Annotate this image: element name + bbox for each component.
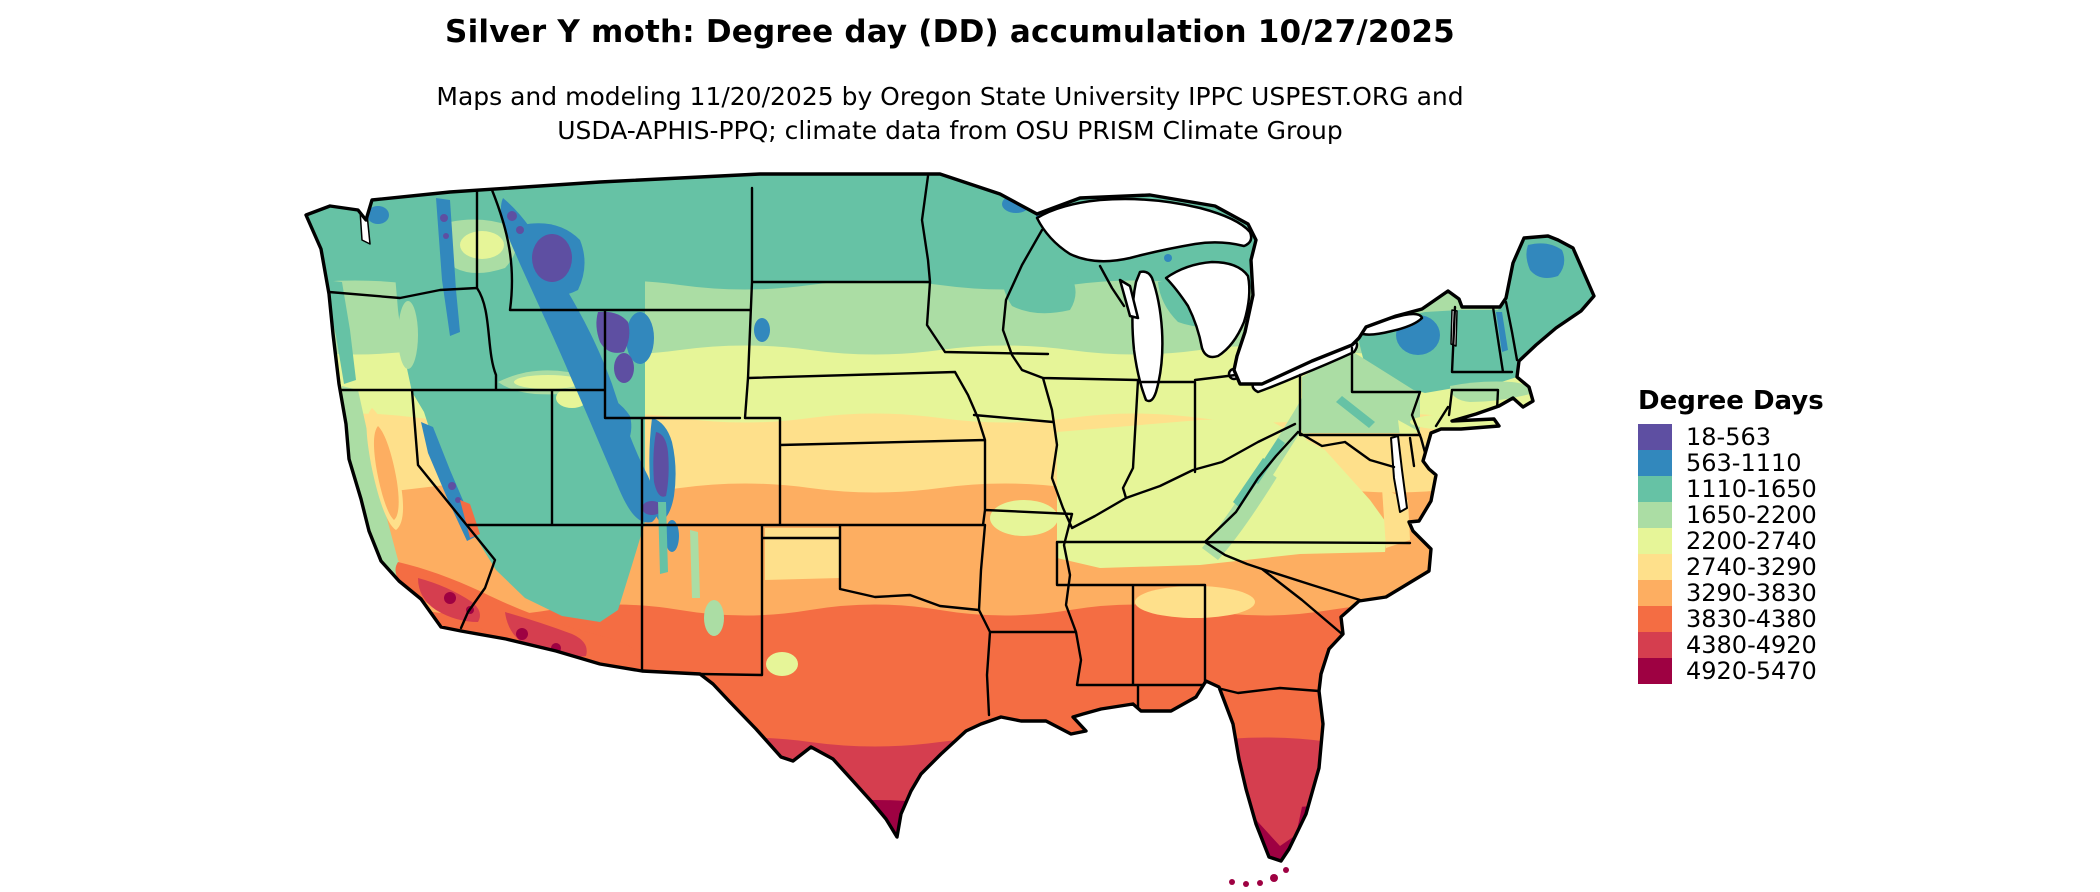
legend-item: 2200-2740: [1638, 527, 1824, 555]
subtitle-line-1: Maps and modeling 11/20/2025 by Oregon S…: [436, 82, 1464, 111]
page-title: Silver Y moth: Degree day (DD) accumulat…: [445, 14, 1455, 50]
legend-swatch: [1638, 632, 1672, 658]
legend-item: 2740-3290: [1638, 553, 1824, 581]
legend-swatch: [1638, 528, 1672, 554]
us-outline: [304, 172, 1596, 863]
legend-item-label: 2740-3290: [1686, 553, 1817, 581]
legend-item: 18-563: [1638, 423, 1824, 451]
legend-swatch: [1638, 606, 1672, 632]
state-borders: [327, 174, 1519, 717]
legend: Degree Days 18-563 563-1110 1110-1650 1650-…: [1638, 386, 1824, 685]
legend-item-label: 1110-1650: [1686, 475, 1817, 503]
legend-swatch: [1638, 450, 1672, 476]
florida-keys: [1229, 867, 1289, 887]
page-subtitle: Maps and modeling 11/20/2025 by Oregon S…: [250, 80, 1650, 148]
map-east-overlays: [990, 195, 1594, 846]
legend-items: 18-563 563-1110 1110-1650 1650-2200 2200-274…: [1638, 423, 1824, 685]
legend-swatch: [1638, 658, 1672, 684]
us-degree-day-map: [304, 172, 1596, 887]
lake-michigan: [1131, 270, 1164, 403]
lake-huron: [1164, 260, 1251, 359]
legend-item: 4920-5470: [1638, 657, 1824, 685]
legend-item: 1110-1650: [1638, 475, 1824, 503]
legend-item-label: 18-563: [1686, 423, 1772, 451]
legend-swatch: [1638, 424, 1672, 450]
subtitle-line-2: USDA-APHIS-PPQ; climate data from OSU PR…: [557, 116, 1343, 145]
legend-item-label: 563-1110: [1686, 449, 1802, 477]
legend-item-label: 2200-2740: [1686, 527, 1817, 555]
legend-swatch: [1638, 476, 1672, 502]
legend-item-label: 1650-2200: [1686, 501, 1817, 529]
map-west-overlays: [324, 198, 840, 676]
legend-item: 3830-4380: [1638, 605, 1824, 633]
legend-item: 4380-4920: [1638, 631, 1824, 659]
legend-item-label: 3830-4380: [1686, 605, 1817, 633]
legend-item-label: 4920-5470: [1686, 657, 1817, 685]
green-bay: [1118, 278, 1140, 320]
legend-swatch: [1638, 554, 1672, 580]
legend-item-label: 3290-3830: [1686, 579, 1817, 607]
map-raster-layers: [306, 174, 1594, 861]
legend-item: 3290-3830: [1638, 579, 1824, 607]
legend-swatch: [1638, 580, 1672, 606]
legend-item-label: 4380-4920: [1686, 631, 1817, 659]
legend-item: 563-1110: [1638, 449, 1824, 477]
map-container: [300, 170, 1600, 892]
legend-title: Degree Days: [1638, 386, 1824, 416]
lake-superior: [1035, 197, 1253, 263]
legend-swatch: [1638, 502, 1672, 528]
legend-item: 1650-2200: [1638, 501, 1824, 529]
